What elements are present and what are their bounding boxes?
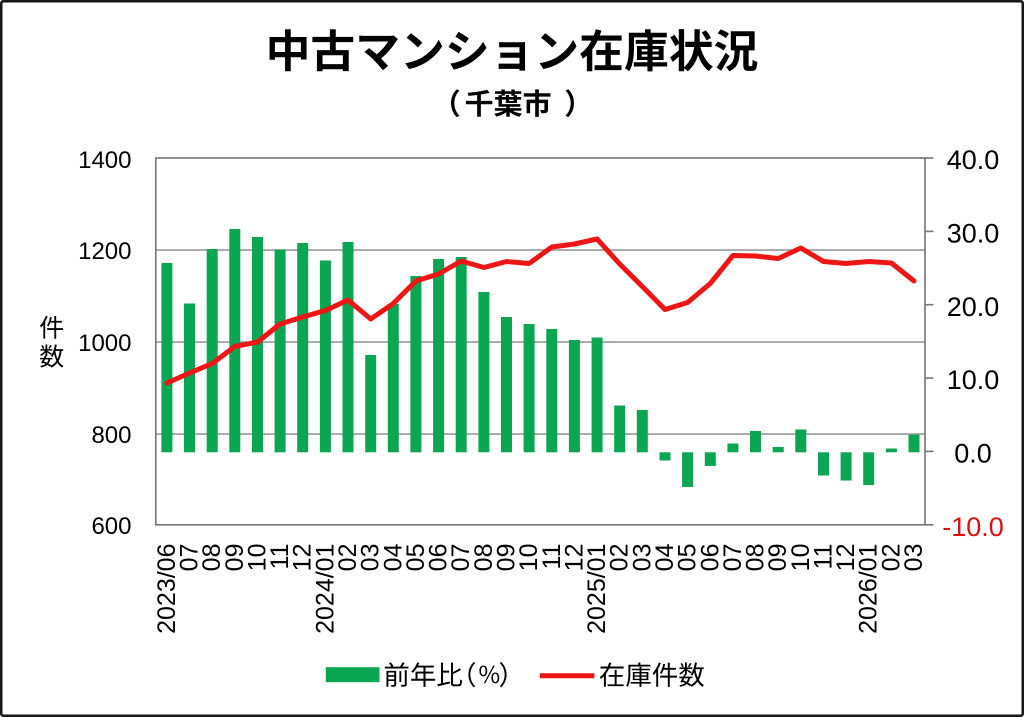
svg-text:06: 06 — [696, 544, 724, 572]
svg-text:04: 04 — [651, 543, 679, 571]
svg-text:10.0: 10.0 — [947, 365, 1000, 395]
svg-text:03: 03 — [628, 544, 656, 572]
svg-text:02: 02 — [877, 544, 905, 572]
svg-text:12: 12 — [289, 544, 317, 572]
svg-text:06: 06 — [425, 544, 453, 572]
svg-text:02: 02 — [606, 544, 634, 572]
svg-text:09: 09 — [221, 544, 249, 572]
svg-text:04: 04 — [379, 543, 407, 571]
svg-text:07: 07 — [447, 544, 475, 572]
svg-text:09: 09 — [493, 544, 521, 572]
svg-text:08: 08 — [198, 544, 226, 572]
svg-text:40.0: 40.0 — [947, 145, 1000, 175]
svg-text:02: 02 — [334, 544, 362, 572]
svg-text:0.0: 0.0 — [954, 439, 992, 469]
svg-text:08: 08 — [742, 544, 770, 572]
svg-text:07: 07 — [176, 544, 204, 572]
svg-text:2023/06: 2023/06 — [153, 544, 181, 634]
svg-text:08: 08 — [470, 544, 498, 572]
svg-text:07: 07 — [719, 544, 747, 572]
svg-text:10: 10 — [515, 544, 543, 572]
svg-text:03: 03 — [357, 544, 385, 572]
svg-text:2026/01: 2026/01 — [855, 544, 883, 634]
svg-text:12: 12 — [560, 544, 588, 572]
svg-text:11: 11 — [810, 544, 838, 570]
svg-text:05: 05 — [674, 544, 702, 572]
svg-text:05: 05 — [402, 544, 430, 572]
svg-text:11: 11 — [538, 544, 566, 570]
svg-text:-10.0: -10.0 — [942, 512, 1004, 542]
svg-text:10: 10 — [244, 544, 272, 572]
svg-text:1400: 1400 — [78, 147, 131, 174]
svg-text:800: 800 — [91, 422, 131, 449]
svg-text:09: 09 — [764, 544, 792, 572]
svg-text:03: 03 — [900, 544, 928, 572]
svg-text:2024/01: 2024/01 — [311, 544, 339, 634]
svg-text:1000: 1000 — [78, 330, 131, 357]
svg-text:600: 600 — [91, 513, 131, 540]
svg-text:1200: 1200 — [78, 238, 131, 265]
svg-text:10: 10 — [787, 544, 815, 572]
svg-text:11: 11 — [266, 544, 294, 570]
svg-text:12: 12 — [832, 544, 860, 572]
svg-text:2025/01: 2025/01 — [583, 544, 611, 634]
svg-text:20.0: 20.0 — [947, 292, 1000, 322]
svg-text:30.0: 30.0 — [947, 219, 1000, 249]
